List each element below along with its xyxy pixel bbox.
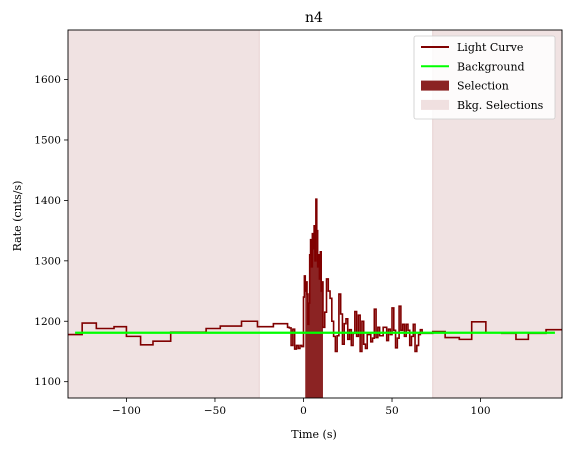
legend-box: [413, 35, 556, 120]
y-tick-label: 1200: [34, 316, 61, 328]
chart-title: n4: [305, 10, 323, 26]
light-curve-line: [68, 198, 562, 353]
axes-frame: [67, 29, 563, 399]
x-tick-label: −100: [112, 405, 141, 417]
bkg-selection-region-0: [68, 30, 260, 398]
legend-swatch-2: [421, 80, 449, 91]
legend-label-0: Light Curve: [457, 41, 523, 54]
legend-label-1: Background: [457, 60, 525, 73]
x-tick-label: 100: [471, 405, 491, 417]
selection-region: [305, 199, 323, 398]
y-tick-label: 1100: [34, 376, 61, 388]
y-tick-label: 1500: [34, 134, 61, 146]
legend: Light Curve Background Selection Bkg. Selec…: [413, 35, 556, 120]
legend-label-3: Bkg. Selections: [457, 99, 544, 112]
y-tick-label: 1600: [34, 74, 61, 86]
x-tick-label: −50: [204, 405, 226, 417]
x-axis-label: Time (s): [291, 428, 337, 441]
legend-label-2: Selection: [457, 80, 509, 93]
y-tick-label: 1400: [34, 195, 61, 207]
x-tick-label: 50: [385, 405, 398, 417]
legend-swatch-3: [421, 99, 449, 110]
x-tick-label: 0: [300, 405, 307, 417]
y-axis-label: Rate (cnts/s): [11, 181, 24, 252]
y-tick-label: 1300: [34, 255, 61, 267]
